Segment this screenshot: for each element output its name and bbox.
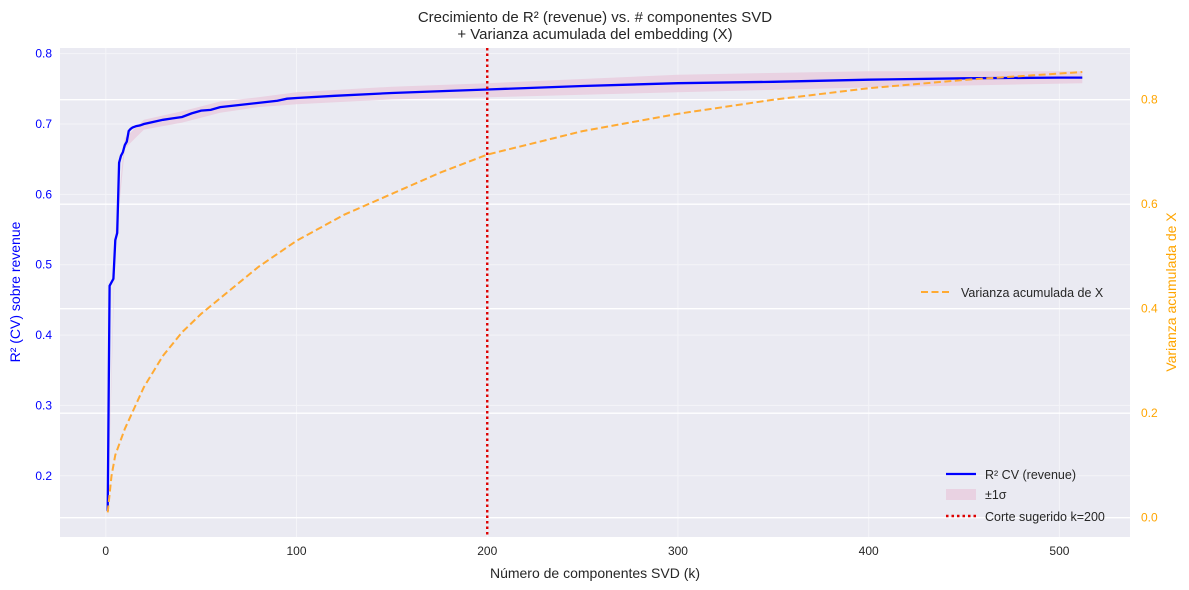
cumulative-variance-line	[106, 71, 1083, 513]
right-y-tick-label: 0.0	[1141, 511, 1158, 525]
x-tick-label: 300	[668, 544, 688, 558]
legend-r2-label: R² CV (revenue)	[985, 468, 1076, 482]
plot-area	[60, 48, 1130, 537]
left-y-tick-label: 0.8	[35, 47, 52, 61]
x-tick-label: 0	[102, 544, 109, 558]
right-y-tick-label: 0.6	[1141, 197, 1158, 211]
legend-cut-label: Corte sugerido k=200	[985, 510, 1105, 524]
right-y-tick-label: 0.2	[1141, 406, 1158, 420]
x-tick-label: 200	[477, 544, 497, 558]
x-tick-label: 500	[1049, 544, 1069, 558]
left-y-tick-label: 0.3	[35, 398, 52, 412]
right-y-axis-ticks: 0.0 0.2 0.4 0.6 0.8	[1141, 93, 1158, 525]
legend-sigma-label: ±1σ	[985, 488, 1007, 502]
legend-main: R² CV (revenue) ±1σ Corte sugerido k=200	[946, 468, 1105, 524]
legend-variance-label: Varianza acumulada de X	[961, 286, 1104, 300]
right-y-axis-label: Varianza acumulada de X	[1163, 212, 1179, 372]
x-axis-label: Número de componentes SVD (k)	[490, 565, 700, 581]
x-tick-label: 100	[286, 544, 306, 558]
chart-title-line2: + Varianza acumulada del embedding (X)	[457, 26, 732, 43]
x-tick-label: 400	[859, 544, 879, 558]
chart-title-line1: Crecimiento de R² (revenue) vs. # compon…	[418, 9, 772, 26]
left-y-axis-ticks: 0.2 0.3 0.4 0.5 0.6 0.7 0.8	[35, 47, 52, 483]
left-y-tick-label: 0.4	[35, 328, 52, 342]
r2-sigma-band	[107, 71, 1083, 518]
left-y-tick-label: 0.2	[35, 469, 52, 483]
left-y-tick-label: 0.7	[35, 117, 52, 131]
left-y-axis-label: R² (CV) sobre revenue	[7, 221, 23, 362]
left-y-tick-label: 0.5	[35, 258, 52, 272]
left-y-tick-label: 0.6	[35, 187, 52, 201]
right-y-tick-label: 0.4	[1141, 302, 1158, 316]
right-y-tick-label: 0.8	[1141, 93, 1158, 107]
r2-cv-line	[106, 76, 1083, 512]
left-y-gridlines	[60, 53, 1130, 477]
legend-variance: Varianza acumulada de X	[921, 286, 1104, 300]
legend-sigma-swatch	[946, 489, 976, 500]
x-axis-ticks: 0 100 200 300 400 500	[102, 544, 1069, 558]
